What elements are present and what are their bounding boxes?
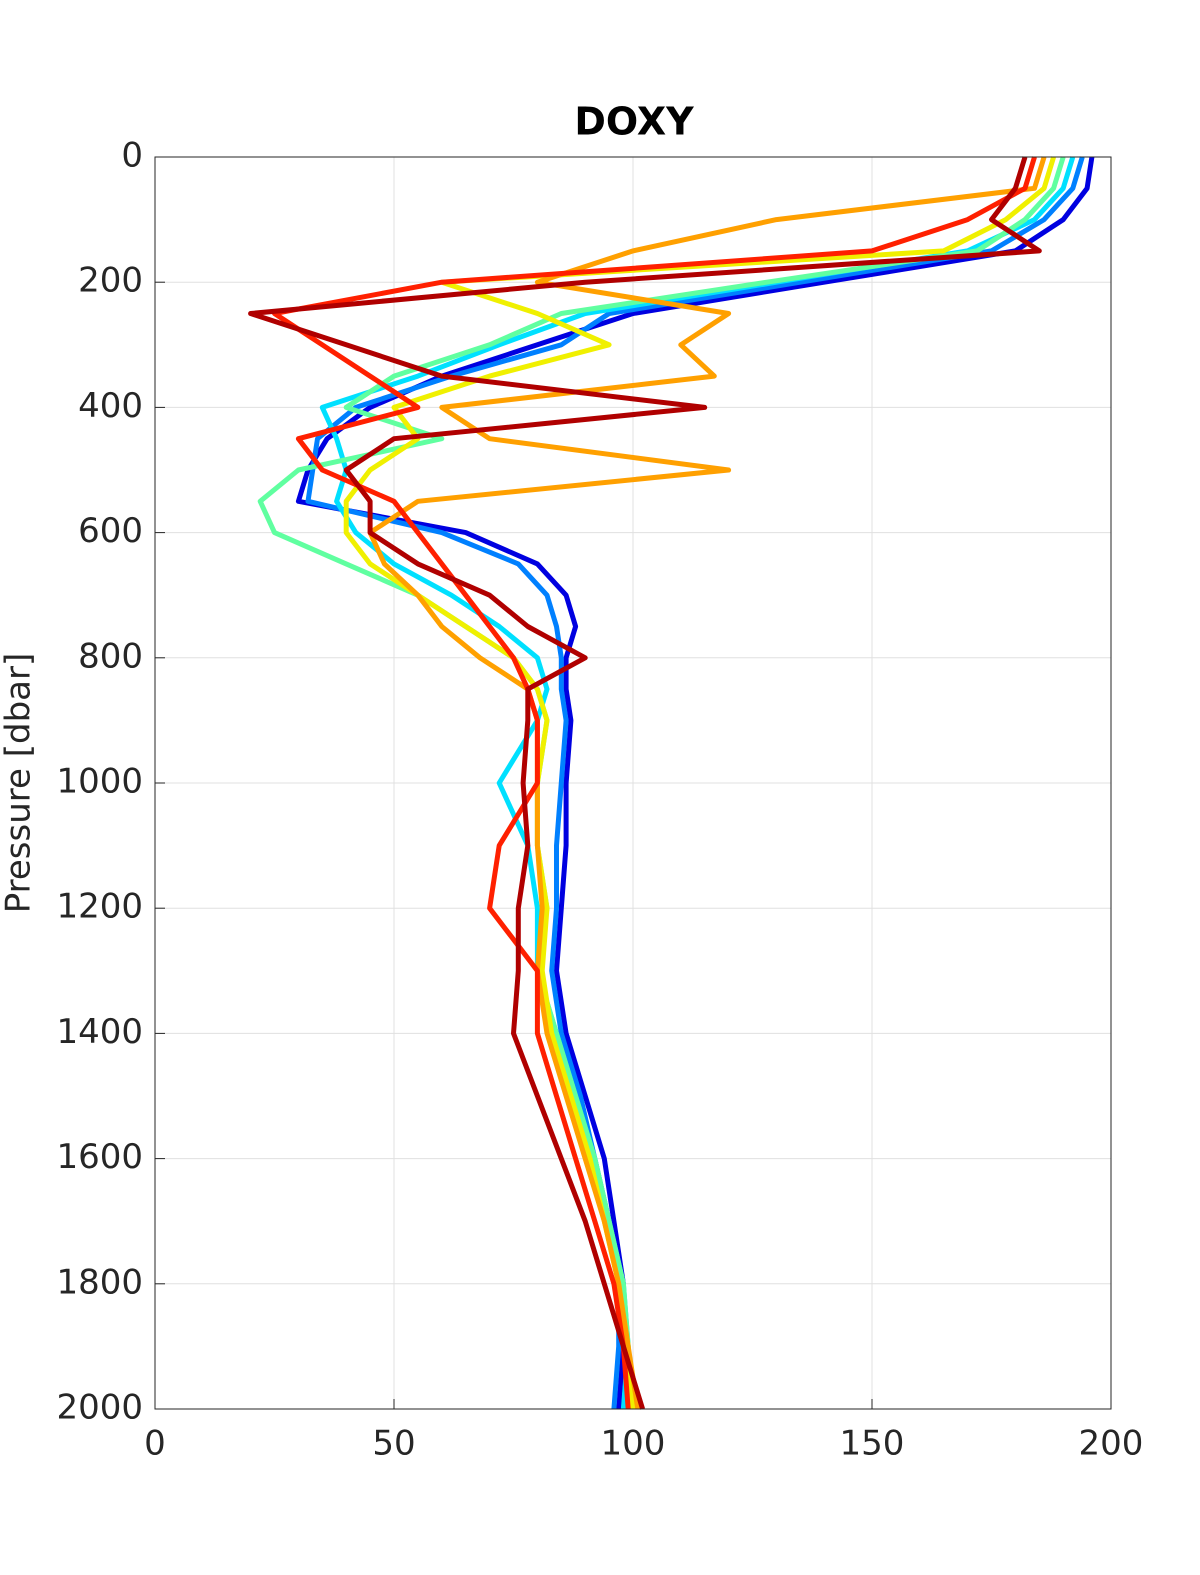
x-tick-label: 150 [840, 1424, 905, 1464]
y-tick-label: 0 [121, 136, 143, 176]
x-tick-label: 200 [1079, 1424, 1144, 1464]
y-axis-label: Pressure [dbar] [0, 653, 39, 914]
profile-line [295, 156, 1095, 1410]
y-tick-label: 800 [78, 636, 143, 676]
axes-frame [154, 156, 1112, 1410]
y-tick-label: 600 [78, 511, 143, 551]
y-tick-label: 1000 [56, 762, 143, 802]
y-tick-label: 400 [78, 386, 143, 426]
y-tick-label: 1800 [56, 1262, 143, 1302]
y-tick-label: 1200 [56, 887, 143, 927]
y-tick-label: 2000 [56, 1388, 143, 1428]
x-tick-label: 100 [601, 1424, 666, 1464]
x-tick-label: 50 [372, 1424, 415, 1464]
profile-line [248, 156, 1042, 1410]
y-tick-label: 200 [78, 261, 143, 301]
profile-line [343, 156, 1056, 1410]
y-tick-label: 1400 [56, 1012, 143, 1052]
x-tick-label: 0 [144, 1424, 166, 1464]
y-tick-label: 1600 [56, 1137, 143, 1177]
profile-line [367, 156, 1047, 1410]
chart-title: DOXY [574, 100, 694, 144]
profile-line [305, 156, 1085, 1410]
